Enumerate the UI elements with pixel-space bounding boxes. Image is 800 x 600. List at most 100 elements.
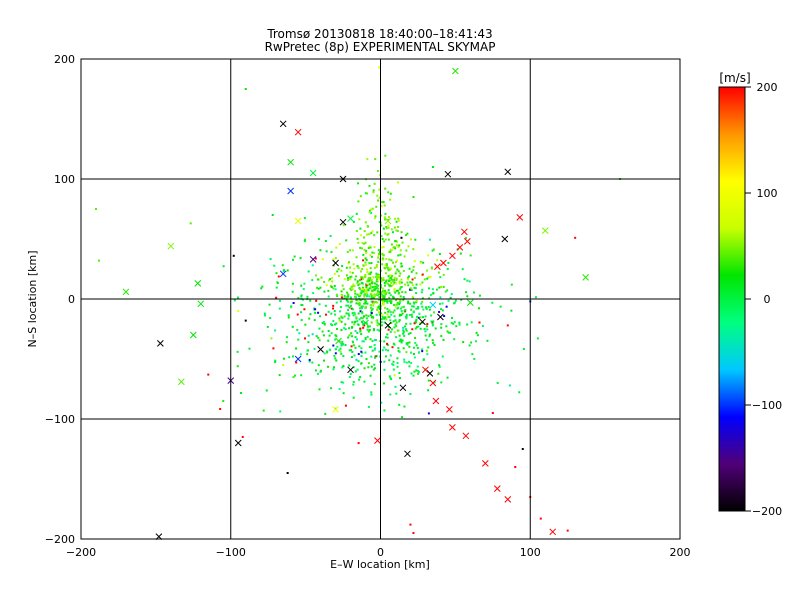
- data-point: [409, 288, 412, 291]
- data-point: [318, 388, 321, 391]
- data-point: [358, 287, 361, 290]
- data-point: [313, 319, 316, 322]
- data-point: [396, 307, 399, 310]
- data-point: [499, 305, 502, 308]
- data-point: [405, 249, 408, 252]
- data-point: [427, 412, 430, 415]
- data-point: [469, 254, 472, 257]
- data-point: [392, 363, 395, 366]
- data-point: [401, 306, 404, 309]
- data-point: [407, 284, 410, 287]
- data-point: [390, 328, 393, 331]
- data-point: [359, 292, 362, 295]
- data-point: [390, 276, 393, 279]
- data-point: [425, 338, 428, 341]
- data-point: [405, 313, 408, 316]
- data-point: [373, 246, 376, 249]
- data-point: [446, 267, 449, 270]
- y-tick-label: 200: [54, 53, 75, 66]
- x-axis-label: E–W location [km]: [330, 558, 430, 571]
- data-point: [369, 209, 372, 212]
- data-point: [396, 301, 399, 304]
- data-point: [385, 266, 388, 269]
- data-point: [401, 241, 404, 244]
- data-point: [477, 307, 480, 310]
- data-point: [389, 330, 392, 333]
- data-point: [354, 330, 357, 333]
- data-point: [376, 284, 379, 287]
- data-point: [352, 263, 355, 266]
- data-point: [347, 277, 350, 280]
- data-point-cross: [287, 187, 295, 195]
- data-point: [381, 279, 384, 282]
- data-point: [410, 287, 413, 290]
- data-point: [374, 215, 377, 218]
- data-point: [393, 309, 396, 312]
- data-point: [378, 276, 381, 279]
- data-point: [470, 341, 473, 344]
- data-point: [364, 306, 367, 309]
- data-point: [334, 313, 337, 316]
- data-point: [460, 298, 463, 301]
- data-point: [337, 275, 340, 278]
- data-point: [410, 313, 413, 316]
- data-point: [370, 208, 373, 211]
- data-point: [463, 278, 466, 281]
- data-point: [361, 312, 364, 315]
- data-point: [421, 348, 424, 351]
- data-point: [323, 322, 326, 325]
- data-point: [332, 320, 335, 323]
- data-point: [410, 289, 413, 292]
- data-point: [398, 282, 401, 285]
- data-point: [373, 293, 376, 296]
- data-point: [419, 283, 422, 286]
- data-point: [391, 249, 394, 252]
- data-point: [475, 331, 478, 334]
- data-point: [291, 282, 294, 285]
- data-point: [441, 302, 444, 305]
- data-point: [491, 301, 494, 304]
- data-point: [399, 295, 402, 298]
- data-point: [394, 217, 397, 220]
- data-point: [283, 357, 286, 360]
- data-point: [390, 321, 393, 324]
- data-point: [408, 267, 411, 270]
- data-point: [347, 312, 350, 315]
- data-point: [372, 189, 375, 192]
- data-point: [274, 359, 277, 362]
- data-point: [244, 88, 247, 90]
- data-point: [265, 389, 268, 392]
- data-point: [349, 287, 352, 290]
- data-point: [338, 349, 341, 352]
- data-point: [291, 258, 294, 261]
- data-point: [361, 322, 364, 325]
- data-point: [436, 259, 439, 262]
- data-point: [473, 291, 476, 294]
- data-point: [364, 289, 367, 292]
- data-point: [404, 283, 407, 286]
- data-point: [382, 258, 385, 261]
- data-point-cross: [234, 439, 242, 447]
- data-point: [380, 318, 383, 321]
- data-point: [391, 231, 394, 234]
- data-point: [302, 288, 305, 291]
- data-point: [415, 301, 418, 304]
- data-point: [427, 276, 430, 279]
- data-point-cross: [464, 238, 471, 245]
- data-point-cross: [309, 169, 317, 177]
- data-point: [410, 308, 413, 311]
- data-point: [366, 328, 369, 331]
- data-point: [395, 336, 398, 339]
- data-point: [370, 309, 373, 312]
- data-point: [386, 342, 389, 345]
- data-point: [405, 361, 408, 364]
- data-point: [433, 381, 436, 384]
- data-point: [380, 278, 383, 281]
- data-point: [442, 285, 445, 288]
- data-point: [398, 314, 401, 317]
- data-point: [442, 273, 445, 276]
- data-point-cross: [374, 437, 381, 444]
- data-point: [340, 294, 343, 297]
- data-point: [466, 279, 469, 282]
- data-point: [390, 267, 393, 270]
